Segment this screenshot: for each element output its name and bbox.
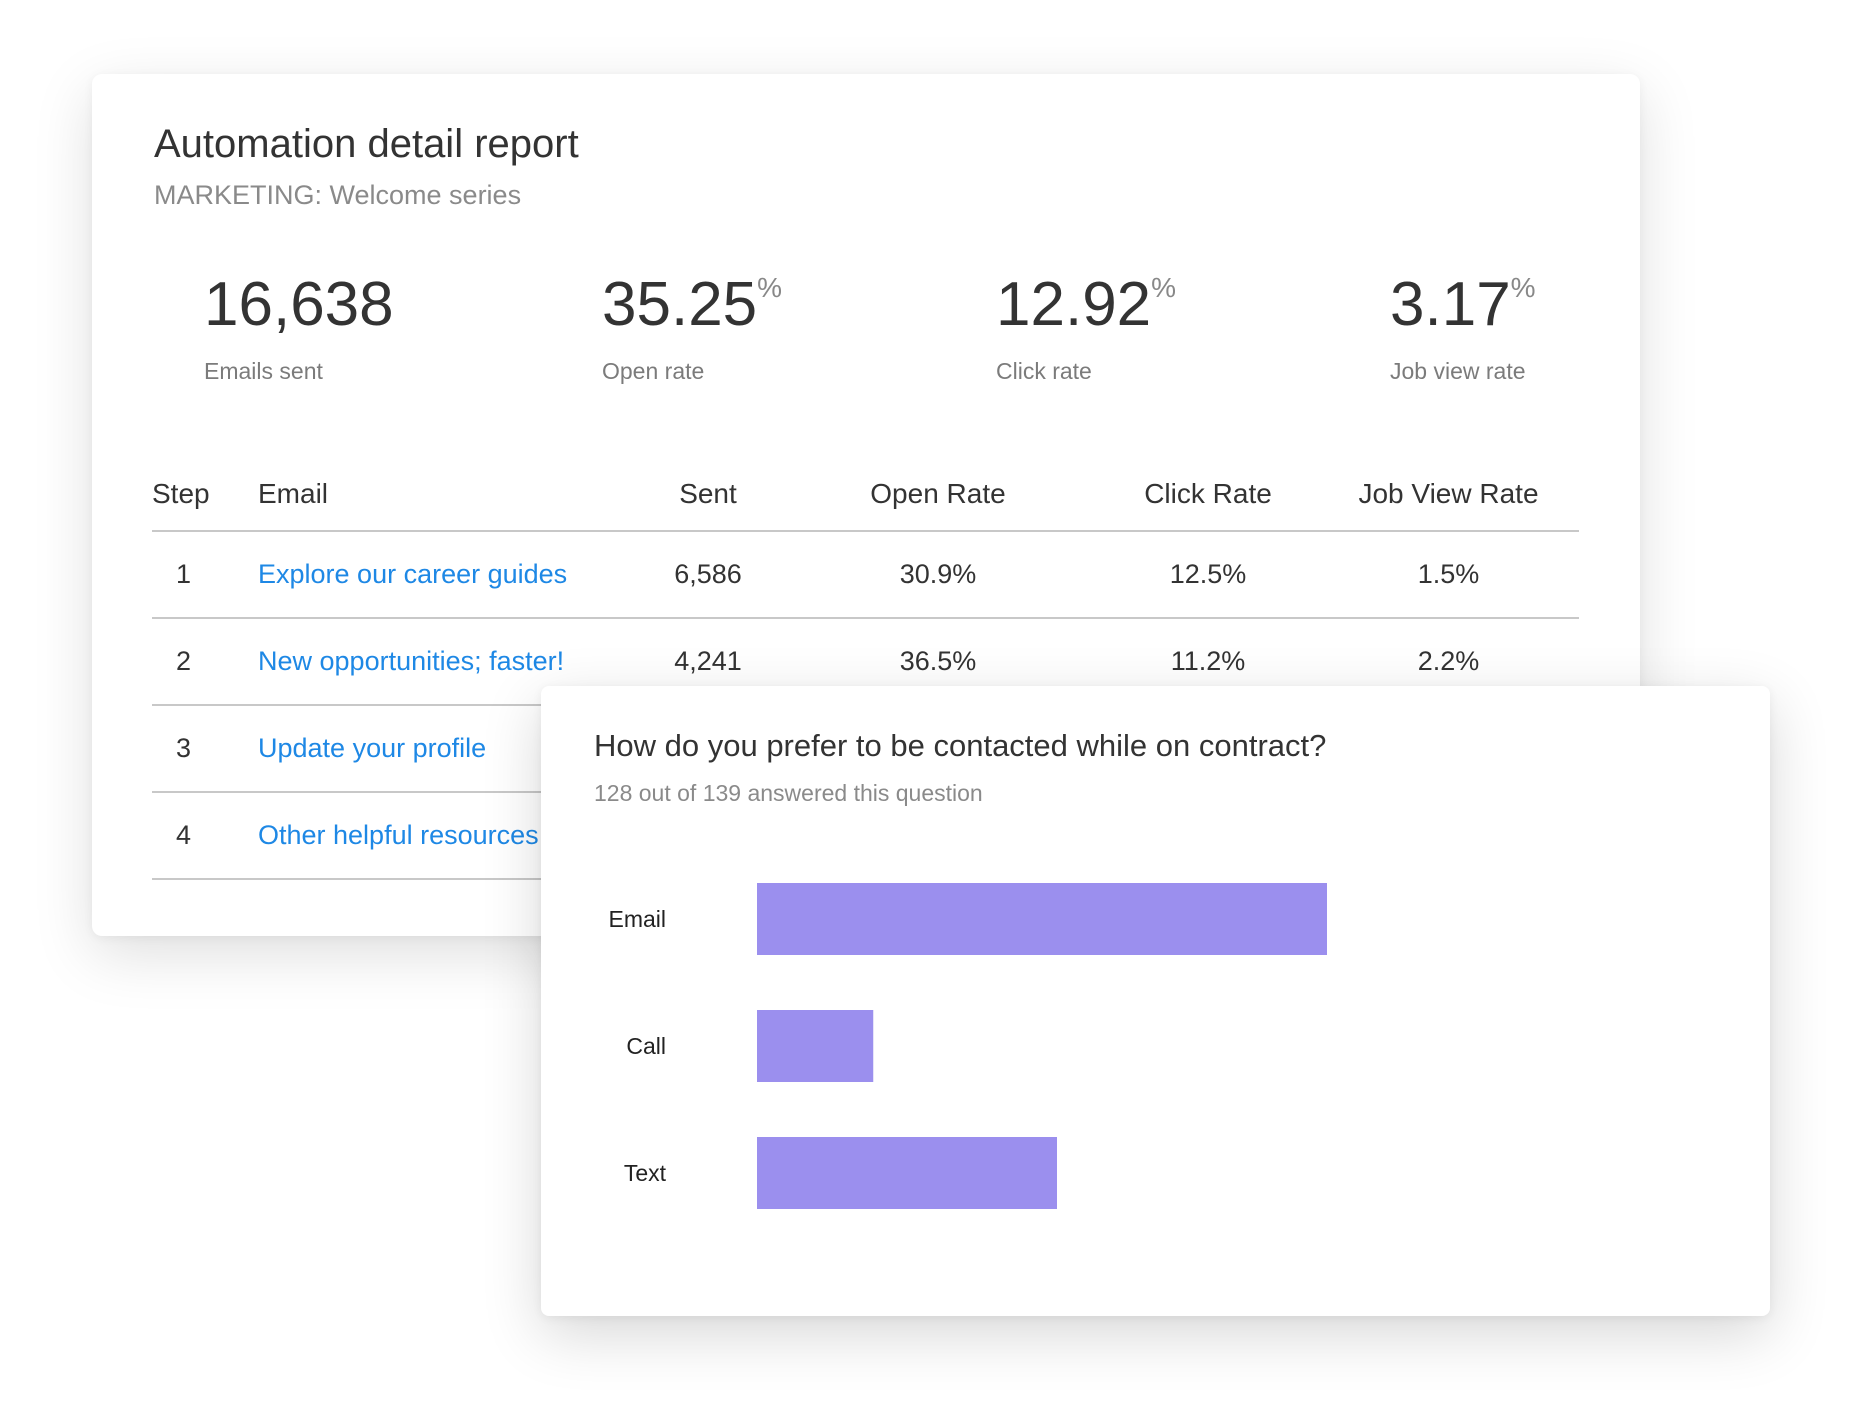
stat-label: Click rate: [996, 358, 1092, 384]
table-header-row: Step Email Sent Open Rate Click Rate Job…: [152, 458, 1579, 532]
stat-open-rate: 35.25% Open rate: [602, 274, 782, 385]
cell-step: 3: [152, 705, 258, 793]
cell-click-rate: 12.5%: [1098, 531, 1318, 619]
stat-label: Job view rate: [1390, 358, 1526, 384]
cell-job-view-rate: 1.5%: [1318, 531, 1579, 619]
survey-answered-count: 128 out of 139 answered this question: [594, 780, 983, 806]
bar-label-email: Email: [608, 906, 666, 932]
email-link[interactable]: Other helpful resources: [258, 820, 539, 850]
survey-question: How do you prefer to be contacted while …: [594, 728, 1327, 763]
bar-label-call: Call: [626, 1033, 666, 1059]
email-link[interactable]: Explore our career guides: [258, 559, 568, 589]
table-row: 2 New opportunities; faster! 4,241 36.5%…: [152, 618, 1579, 706]
header-sent: Sent: [638, 458, 778, 532]
survey-card: How do you prefer to be contacted while …: [541, 686, 1770, 1316]
stat-label: Open rate: [602, 358, 705, 384]
stat-job-view-rate: 3.17% Job view rate: [1390, 274, 1536, 385]
table-row: 1 Explore our career guides 6,586 30.9% …: [152, 531, 1579, 619]
email-link[interactable]: Update your profile: [258, 733, 487, 763]
report-subtitle: MARKETING: Welcome series: [154, 180, 522, 210]
bar-label-text: Text: [624, 1160, 667, 1186]
stat-value: 3.17%: [1390, 270, 1536, 339]
header-email: Email: [258, 458, 638, 532]
header-click-rate: Click Rate: [1098, 458, 1318, 532]
bar-email: [757, 883, 1327, 955]
cell-step: 4: [152, 792, 258, 880]
stat-click-rate: 12.92% Click rate: [996, 274, 1176, 385]
cell-open-rate: 30.9%: [778, 531, 1098, 619]
cell-step: 1: [152, 531, 258, 619]
bar-text: [757, 1137, 1057, 1209]
stat-value: 35.25%: [602, 270, 783, 339]
stat-label: Emails sent: [204, 358, 323, 384]
report-title: Automation detail report: [154, 122, 579, 166]
stat-value: 12.92%: [996, 270, 1177, 339]
header-job-view-rate: Job View Rate: [1318, 458, 1579, 532]
cell-email: Explore our career guides: [258, 531, 638, 619]
header-step: Step: [152, 458, 258, 532]
email-link[interactable]: New opportunities; faster!: [258, 646, 565, 676]
cell-sent: 6,586: [638, 531, 778, 619]
contact-preference-bar-chart: Email Call Text: [608, 883, 1327, 1209]
header-open-rate: Open Rate: [778, 458, 1098, 532]
cell-step: 2: [152, 618, 258, 706]
stat-emails-sent: 16,638 Emails sent: [204, 274, 394, 385]
bar-call: [757, 1010, 874, 1082]
stat-value: 16,638: [204, 270, 394, 339]
